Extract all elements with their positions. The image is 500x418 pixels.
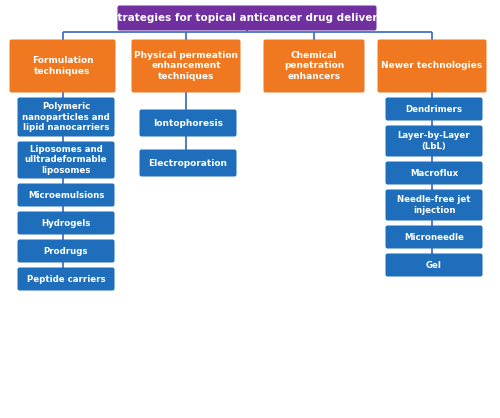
- Text: Peptide carriers: Peptide carriers: [26, 275, 106, 283]
- FancyBboxPatch shape: [18, 97, 114, 137]
- Text: Dendrimers: Dendrimers: [406, 104, 462, 114]
- Text: Liposomes and
ulltradeformable
liposomes: Liposomes and ulltradeformable liposomes: [25, 145, 107, 175]
- Text: Microneedle: Microneedle: [404, 232, 464, 242]
- Text: Needle-free jet
injection: Needle-free jet injection: [397, 196, 471, 214]
- Text: Layer-by-Layer
(LbL): Layer-by-Layer (LbL): [398, 132, 470, 150]
- FancyBboxPatch shape: [386, 225, 482, 248]
- FancyBboxPatch shape: [10, 39, 116, 92]
- FancyBboxPatch shape: [386, 125, 482, 156]
- FancyBboxPatch shape: [18, 184, 114, 206]
- FancyBboxPatch shape: [18, 240, 114, 263]
- FancyBboxPatch shape: [18, 268, 114, 291]
- Text: Macroflux: Macroflux: [410, 168, 458, 178]
- FancyBboxPatch shape: [386, 189, 482, 221]
- Text: Formulation
techniques: Formulation techniques: [32, 56, 94, 76]
- FancyBboxPatch shape: [264, 39, 364, 92]
- FancyBboxPatch shape: [386, 161, 482, 184]
- Text: Hydrogels: Hydrogels: [42, 219, 90, 227]
- Text: Iontophoresis: Iontophoresis: [153, 118, 223, 127]
- FancyBboxPatch shape: [18, 142, 114, 178]
- Text: Chemical
penetration
enhancers: Chemical penetration enhancers: [284, 51, 344, 81]
- FancyBboxPatch shape: [140, 150, 236, 176]
- Text: Electroporation: Electroporation: [148, 158, 228, 168]
- FancyBboxPatch shape: [386, 253, 482, 276]
- FancyBboxPatch shape: [386, 97, 482, 120]
- Text: Newer technologies: Newer technologies: [382, 61, 482, 71]
- Text: Physical permeation
enhancement
techniques: Physical permeation enhancement techniqu…: [134, 51, 238, 81]
- Text: Polymeric
nanoparticles and
lipid nanocarriers: Polymeric nanoparticles and lipid nanoca…: [22, 102, 110, 132]
- Text: Gel: Gel: [426, 260, 442, 270]
- FancyBboxPatch shape: [18, 212, 114, 234]
- FancyBboxPatch shape: [140, 110, 236, 137]
- Text: Strategies for topical anticancer drug delivery: Strategies for topical anticancer drug d…: [110, 13, 384, 23]
- FancyBboxPatch shape: [132, 39, 240, 92]
- FancyBboxPatch shape: [378, 39, 486, 92]
- FancyBboxPatch shape: [118, 5, 376, 31]
- Text: Prodrugs: Prodrugs: [44, 247, 88, 255]
- Text: Microemulsions: Microemulsions: [28, 191, 104, 199]
